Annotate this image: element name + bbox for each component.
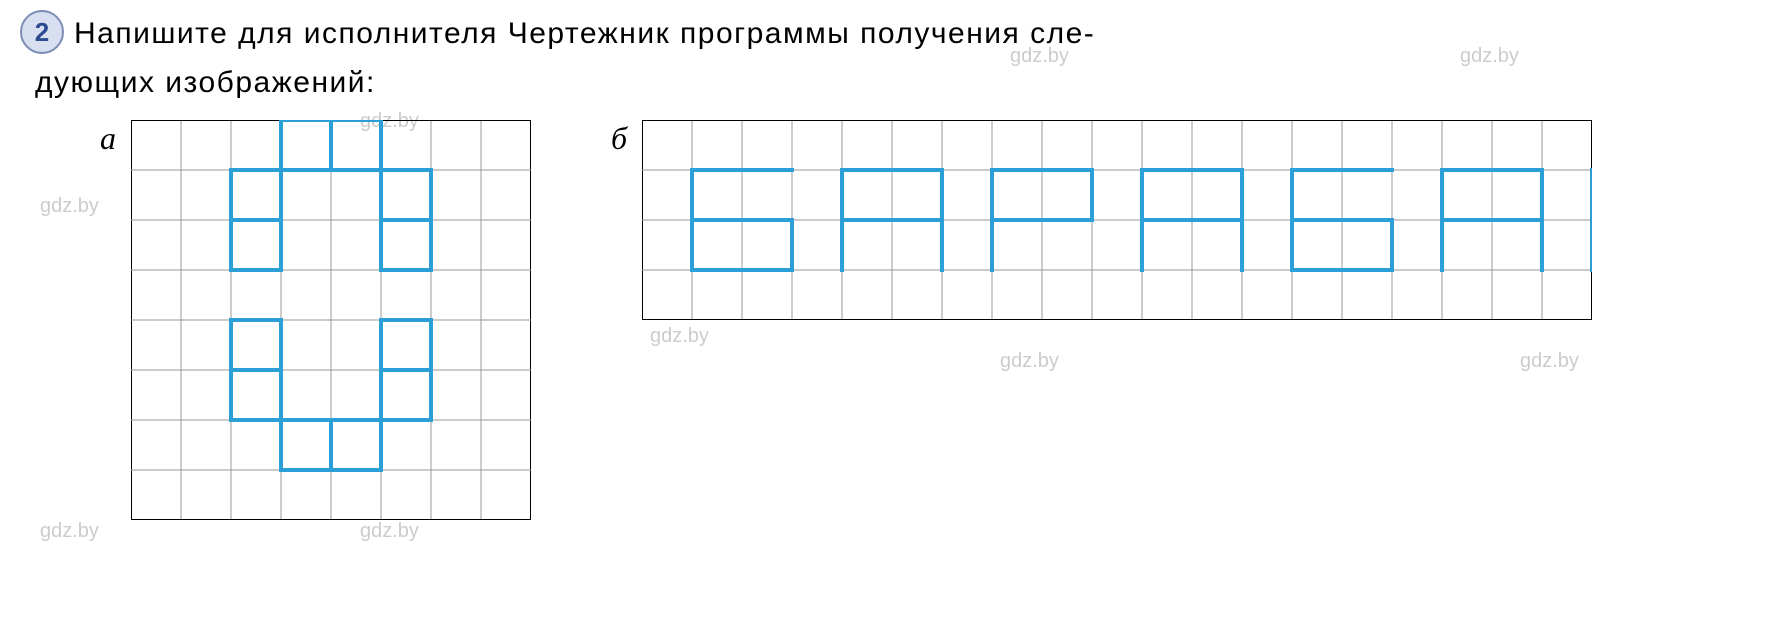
figure-a-label: a xyxy=(100,120,116,157)
figure-a-svg xyxy=(131,120,531,520)
question-number: 2 xyxy=(35,17,49,48)
watermark: gdz.by xyxy=(40,195,99,218)
question-text-line2: дующих изображений: xyxy=(35,66,1759,100)
question-text-line1: Напишите для исполнителя Чертежник прогр… xyxy=(74,10,1759,58)
figure-b-label: б xyxy=(611,120,627,157)
figure-b-block: б xyxy=(611,120,1592,520)
figure-b-svg xyxy=(642,120,1592,320)
figure-a-block: a xyxy=(100,120,531,520)
watermark: gdz.by xyxy=(360,520,419,543)
question-number-badge: 2 xyxy=(20,10,64,54)
watermark: gdz.by xyxy=(40,520,99,543)
